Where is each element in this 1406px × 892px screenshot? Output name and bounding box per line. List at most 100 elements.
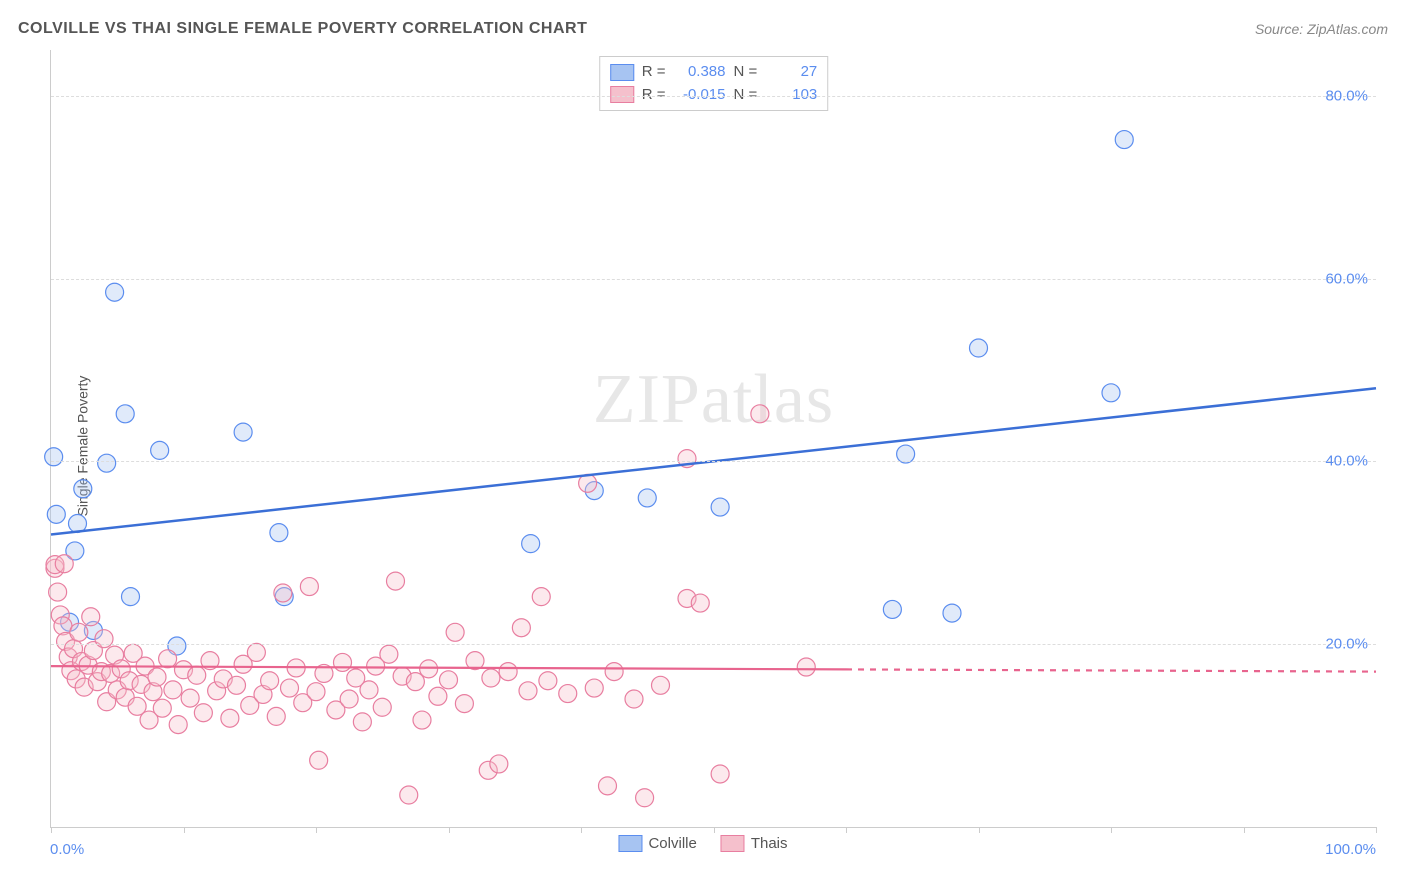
data-point [49,583,67,601]
data-point [122,588,140,606]
data-point [188,666,206,684]
data-point [400,786,418,804]
data-point [751,405,769,423]
source-value: ZipAtlas.com [1307,21,1388,37]
data-point [228,676,246,694]
data-point [387,572,405,590]
data-point [194,704,212,722]
data-point [270,524,288,542]
data-point [307,683,325,701]
x-tick [51,827,52,833]
x-tick [1376,827,1377,833]
data-point [47,505,65,523]
data-point [446,623,464,641]
data-point [943,604,961,622]
scatter-plot-area: ZIPatlas R = 0.388 N = 27 R = -0.015 N =… [50,50,1376,828]
data-point [261,672,279,690]
data-point [74,480,92,498]
x-tick [581,827,582,833]
n-value-colville: 27 [765,61,817,84]
data-point [585,679,603,697]
data-point [883,600,901,618]
legend-label: Colville [648,835,696,852]
legend-swatch [618,835,642,852]
chart-header: COLVILLE VS THAI SINGLE FEMALE POVERTY C… [18,20,1388,38]
y-tick-label: 60.0% [1325,270,1368,287]
data-point [267,707,285,725]
data-point [116,405,134,423]
data-point [55,555,73,573]
data-point [373,698,391,716]
legend-item: Colville [618,835,696,852]
data-point [340,690,358,708]
data-point [281,679,299,697]
data-point [82,608,100,626]
data-point [169,716,187,734]
data-point [599,777,617,795]
data-point [897,445,915,463]
chart-svg-layer [51,50,1376,827]
n-label: N = [734,61,758,84]
data-point [522,535,540,553]
x-tick [714,827,715,833]
r-label: R = [642,61,666,84]
data-point [605,663,623,681]
data-point [274,584,292,602]
data-point [636,789,654,807]
data-point [625,690,643,708]
data-point [1115,131,1133,149]
series-legend: Colville Thais [618,835,787,852]
data-point [490,755,508,773]
data-point [691,594,709,612]
data-point [711,765,729,783]
y-tick-label: 20.0% [1325,636,1368,653]
data-point [164,681,182,699]
trend-line-extrapolated [846,669,1376,671]
source-label: Source: [1255,21,1303,37]
legend-item: Thais [721,835,788,852]
x-axis-max-label: 100.0% [1325,841,1376,858]
data-point [300,578,318,596]
data-point [360,681,378,699]
data-point [559,685,577,703]
data-point [54,617,72,635]
x-axis-min-label: 0.0% [50,841,84,858]
data-point [499,663,517,681]
data-point [519,682,537,700]
x-tick [846,827,847,833]
data-point [159,650,177,668]
legend-swatch-colville [610,64,634,81]
gridline [51,279,1376,280]
data-point [1102,384,1120,402]
x-tick [449,827,450,833]
gridline [51,461,1376,462]
data-point [45,448,63,466]
data-point [711,498,729,516]
x-tick [184,827,185,833]
data-point [797,658,815,676]
data-point [539,672,557,690]
data-point [380,645,398,663]
data-point [455,695,473,713]
correlation-legend: R = 0.388 N = 27 R = -0.015 N = 103 [599,56,829,111]
legend-swatch [721,835,745,852]
data-point [234,423,252,441]
data-point [482,669,500,687]
data-point [638,489,656,507]
gridline [51,96,1376,97]
source-attribution: Source: ZipAtlas.com [1255,21,1388,37]
data-point [413,711,431,729]
data-point [429,687,447,705]
data-point [512,619,530,637]
data-point [221,709,239,727]
data-point [106,283,124,301]
data-point [310,751,328,769]
x-tick [979,827,980,833]
y-tick-label: 80.0% [1325,87,1368,104]
data-point [420,660,438,678]
x-tick [316,827,317,833]
legend-label: Thais [751,835,788,852]
data-point [353,713,371,731]
data-point [970,339,988,357]
data-point [440,671,458,689]
